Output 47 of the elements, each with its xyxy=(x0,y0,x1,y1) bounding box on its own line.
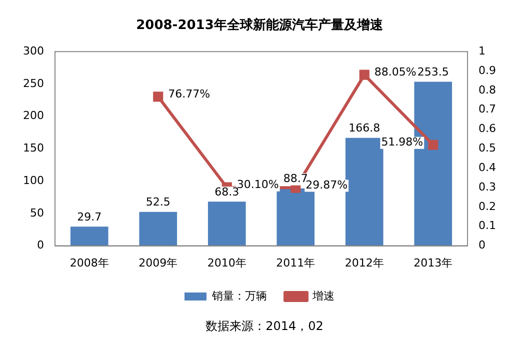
data-label: 68.3 xyxy=(214,185,240,198)
point xyxy=(359,70,370,80)
x-tick-label: 2008年 xyxy=(70,256,109,270)
x-tick-label: 2012年 xyxy=(344,256,384,270)
y2-tick-label: 0.3 xyxy=(478,180,496,194)
chart-title: 2008-2013年全球新能源汽车产量及增速 xyxy=(136,17,384,34)
data-label: 29.87% xyxy=(306,178,348,192)
data-label: 52.5 xyxy=(146,196,170,209)
x-tick-label: 2009年 xyxy=(138,256,178,270)
legend-label: 销量：万辆 xyxy=(211,289,267,302)
y-tick-label: 300 xyxy=(22,44,44,58)
y2-tick-label: 0.7 xyxy=(478,102,496,116)
y2-tick-label: 0.8 xyxy=(478,83,496,96)
data-label: 88.7 xyxy=(283,172,308,186)
bar xyxy=(208,202,246,246)
x-tick-label: 2013年 xyxy=(414,256,453,270)
bar xyxy=(139,212,178,246)
y2-tick-label: 1 xyxy=(478,44,486,58)
y2-tick-label: 0.2 xyxy=(478,200,496,213)
y2-tick-label: 0 xyxy=(478,238,486,252)
data-label: 253.5 xyxy=(417,66,449,79)
point xyxy=(153,92,164,102)
y2-tick-label: 0.6 xyxy=(478,122,496,136)
y-tick-label: 250 xyxy=(22,76,44,90)
y-tick-label: 200 xyxy=(22,109,44,122)
source-note: 数据来源：2014，02 xyxy=(204,318,324,335)
bar xyxy=(276,188,315,246)
x-tick-label: 2011年 xyxy=(276,256,316,270)
y-tick-label: 100 xyxy=(22,174,44,187)
y2-tick-label: 0.1 xyxy=(478,219,496,232)
data-label: 88.05% xyxy=(374,66,416,79)
bar xyxy=(345,138,384,246)
legend-label: 增速 xyxy=(312,289,334,302)
y2-tick-label: 0.9 xyxy=(478,64,496,77)
y2-tick-label: 0.4 xyxy=(478,160,496,174)
data-label: 76.77% xyxy=(168,88,210,101)
data-label: 51.98% xyxy=(381,136,424,149)
y-tick-label: 150 xyxy=(22,142,44,155)
y-tick-label: 0 xyxy=(36,238,44,252)
point xyxy=(428,140,438,150)
data-label: 29.7 xyxy=(77,210,102,224)
y-tick-label: 50 xyxy=(30,206,44,220)
bar xyxy=(70,226,108,246)
data-label: 30.10% xyxy=(236,178,279,192)
y2-tick-label: 0.5 xyxy=(478,142,496,155)
data-label: 166.8 xyxy=(348,122,380,135)
x-tick-label: 2010年 xyxy=(207,256,246,270)
